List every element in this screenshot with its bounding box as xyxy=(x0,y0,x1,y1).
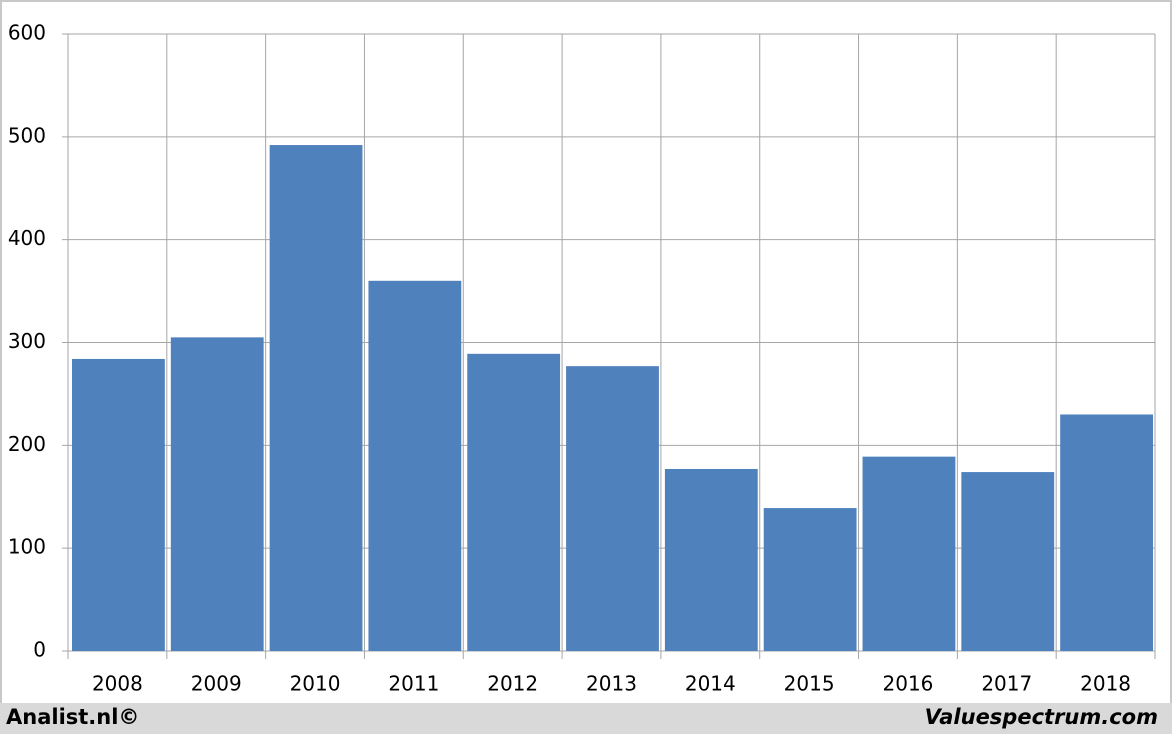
footer-right: Valuespectrum.com xyxy=(925,705,1158,729)
x-tick-label: 2014 xyxy=(685,672,736,696)
y-tick-label: 100 xyxy=(8,535,46,559)
bar xyxy=(467,353,561,651)
bar xyxy=(763,508,857,651)
bar xyxy=(269,145,363,651)
y-tick-label: 600 xyxy=(8,21,46,45)
footer-bar xyxy=(0,703,1172,734)
x-tick-label: 2010 xyxy=(290,672,341,696)
bar xyxy=(862,456,956,651)
x-tick-label: 2013 xyxy=(586,672,637,696)
footer-left: Analist.nl© xyxy=(6,705,139,729)
bar xyxy=(1060,414,1153,651)
y-tick-label: 0 xyxy=(33,638,46,662)
y-tick-label: 500 xyxy=(8,123,46,147)
x-tick-label: 2012 xyxy=(487,672,538,696)
x-tick-label: 2017 xyxy=(981,672,1032,696)
x-tick-label: 2018 xyxy=(1080,672,1131,696)
x-tick-label: 2009 xyxy=(191,672,242,696)
y-tick-label: 300 xyxy=(8,329,46,353)
bar xyxy=(170,337,264,651)
x-tick-label: 2016 xyxy=(883,672,934,696)
x-tick-label: 2008 xyxy=(92,672,143,696)
y-tick-label: 400 xyxy=(8,226,46,250)
bar xyxy=(368,280,462,651)
x-tick-label: 2015 xyxy=(784,672,835,696)
x-tick-label: 2011 xyxy=(388,672,439,696)
bar xyxy=(961,472,1055,651)
bar xyxy=(72,358,165,651)
bar xyxy=(566,366,659,651)
y-tick-label: 200 xyxy=(8,432,46,456)
bar xyxy=(664,468,758,651)
